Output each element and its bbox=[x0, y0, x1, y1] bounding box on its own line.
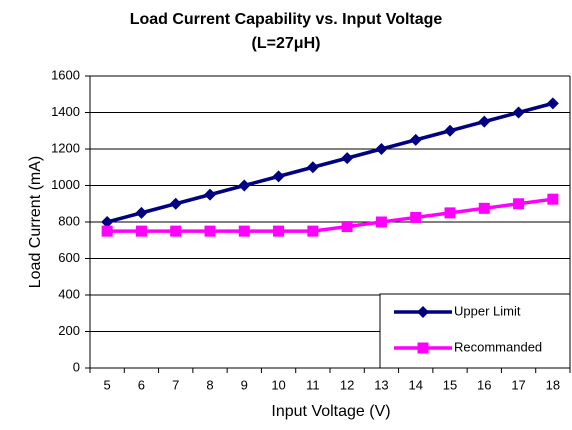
data-point bbox=[513, 198, 525, 210]
data-point bbox=[375, 143, 388, 155]
data-point bbox=[135, 225, 147, 237]
y-tick-label: 800 bbox=[58, 213, 80, 228]
x-tick-label: 18 bbox=[546, 377, 560, 392]
legend-marker bbox=[417, 342, 429, 354]
data-point bbox=[478, 115, 491, 128]
data-point bbox=[238, 225, 250, 237]
data-point bbox=[375, 216, 387, 228]
y-axis-title: Load Current (mA) bbox=[27, 156, 44, 289]
data-point bbox=[444, 207, 456, 219]
x-tick-label: 17 bbox=[511, 377, 525, 392]
data-point bbox=[204, 225, 216, 237]
chart-title: Load Current Capability vs. Input Voltag… bbox=[130, 11, 443, 28]
data-point bbox=[546, 97, 559, 110]
data-point bbox=[409, 133, 422, 146]
data-point bbox=[444, 124, 456, 137]
data-point bbox=[238, 179, 251, 192]
data-point bbox=[341, 221, 353, 233]
data-point bbox=[547, 193, 559, 205]
x-tick-label: 10 bbox=[271, 377, 285, 392]
legend-box bbox=[379, 293, 571, 369]
data-point bbox=[204, 188, 216, 201]
data-point bbox=[410, 211, 422, 223]
x-tick-label: 11 bbox=[306, 377, 320, 392]
x-tick-label: 7 bbox=[172, 377, 179, 392]
data-point bbox=[307, 225, 319, 237]
series-line bbox=[107, 197, 554, 233]
x-tick-label: 13 bbox=[374, 377, 388, 392]
y-tick-label: 1200 bbox=[51, 140, 80, 155]
x-tick-label: 12 bbox=[340, 377, 354, 392]
data-point bbox=[272, 170, 285, 183]
data-point bbox=[135, 206, 148, 219]
data-point bbox=[341, 152, 354, 165]
y-tick-label: 1600 bbox=[51, 67, 80, 82]
chart-subtitle: (L=27μH) bbox=[252, 35, 321, 52]
data-point bbox=[478, 202, 490, 214]
x-tick-label: 16 bbox=[477, 377, 491, 392]
y-tick-label: 1000 bbox=[51, 177, 80, 192]
data-point bbox=[101, 216, 114, 228]
legend-marker bbox=[417, 306, 429, 318]
y-tick-label: 200 bbox=[58, 323, 80, 338]
data-point bbox=[170, 225, 182, 237]
y-tick-label: 0 bbox=[73, 359, 80, 374]
data-point bbox=[169, 197, 182, 210]
legend-label: Recommanded bbox=[454, 339, 542, 354]
data-point bbox=[512, 106, 525, 119]
y-tick-label: 600 bbox=[58, 250, 80, 265]
y-tick-label: 400 bbox=[58, 286, 80, 301]
x-tick-label: 14 bbox=[408, 377, 422, 392]
data-point bbox=[306, 161, 319, 174]
series-line bbox=[106, 101, 554, 224]
x-tick-label: 9 bbox=[241, 377, 248, 392]
legend-label: Upper Limit bbox=[454, 303, 521, 318]
x-axis-title: Input Voltage (V) bbox=[271, 403, 390, 420]
data-point bbox=[273, 225, 285, 237]
x-tick-label: 15 bbox=[443, 377, 457, 392]
x-tick-label: 8 bbox=[206, 377, 213, 392]
y-tick-label: 1400 bbox=[51, 104, 80, 119]
data-point bbox=[101, 225, 113, 237]
x-tick-label: 6 bbox=[138, 377, 145, 392]
x-tick-label: 5 bbox=[104, 377, 111, 392]
